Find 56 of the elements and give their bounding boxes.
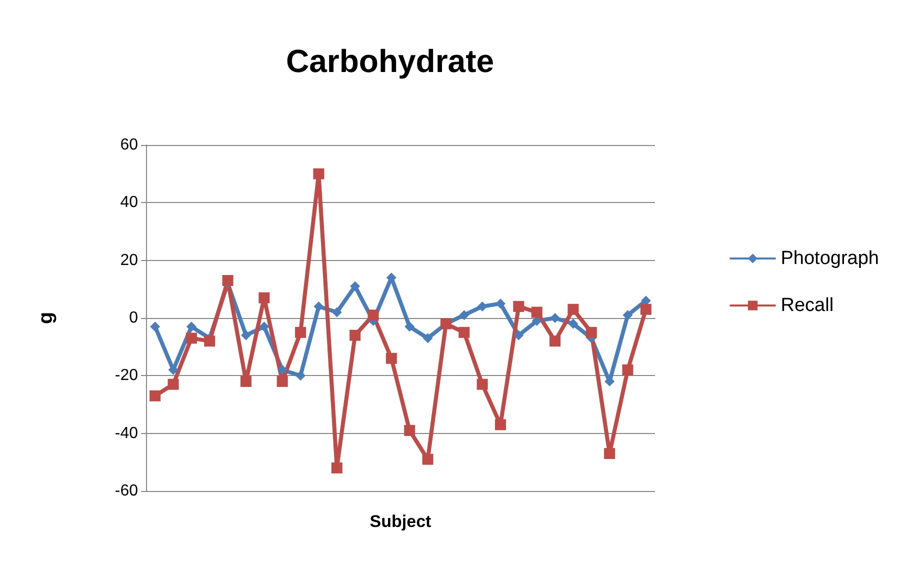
point (240, 330, 251, 340)
point (277, 364, 288, 375)
y-tick-label: -20 (114, 367, 138, 384)
y-tick-label: -60 (114, 482, 138, 500)
y-tick-label: 40 (120, 194, 138, 212)
point (586, 326, 597, 338)
point (386, 352, 397, 364)
point (513, 300, 524, 312)
point (186, 332, 197, 344)
point (314, 301, 324, 312)
point (640, 304, 652, 315)
point (494, 419, 506, 430)
y-tick-label: 0 (129, 310, 138, 326)
point (458, 326, 470, 338)
point (477, 301, 488, 312)
point (622, 364, 634, 376)
point (368, 310, 379, 321)
point (550, 336, 561, 347)
legend-label: Recall (780, 295, 834, 316)
point (622, 310, 633, 320)
point (150, 390, 161, 402)
point (459, 310, 470, 320)
point (404, 424, 416, 436)
point (331, 462, 342, 474)
point (568, 318, 578, 329)
point (295, 326, 306, 338)
point (258, 292, 270, 304)
point (404, 322, 415, 332)
point (568, 304, 579, 315)
point (259, 322, 270, 332)
chart-title: Carbohydrate (286, 43, 494, 79)
point (550, 313, 560, 323)
point (350, 281, 360, 292)
point (350, 330, 361, 341)
y-tick-label: 60 (120, 136, 138, 154)
point (495, 298, 506, 309)
point (604, 448, 616, 460)
point (276, 376, 288, 387)
point (476, 378, 488, 390)
point (204, 336, 216, 347)
y-axis-title: g (35, 312, 57, 324)
point (332, 307, 342, 318)
point (296, 370, 306, 381)
point (531, 306, 542, 318)
point (422, 454, 434, 465)
point (240, 376, 252, 387)
point (514, 330, 524, 340)
y-tick-label: -40 (114, 424, 138, 442)
x-axis-title: Subject (370, 512, 432, 531)
legend-label: Photograph (780, 248, 880, 269)
point (168, 378, 179, 390)
point (313, 168, 324, 180)
point (422, 333, 433, 344)
point (186, 322, 196, 332)
y-tick-label: 20 (120, 252, 138, 269)
point (150, 322, 160, 332)
